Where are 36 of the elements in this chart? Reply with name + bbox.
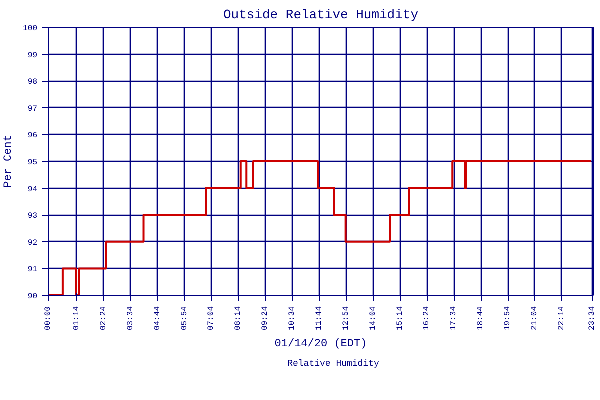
x-tick-label: 01:14 — [72, 306, 82, 331]
y-tick-label: 99 — [28, 51, 38, 60]
y-tick-label: 92 — [28, 238, 38, 248]
x-tick-label: 08:14 — [234, 306, 244, 331]
y-tick-label: 94 — [28, 185, 38, 194]
y-tick-label: 93 — [28, 212, 38, 222]
y-tick-label: 95 — [28, 158, 38, 168]
x-tick-label: 16:24 — [422, 306, 432, 331]
x-tick-label: 02:24 — [99, 306, 108, 331]
x-tick-label: 04:44 — [153, 306, 162, 331]
y-tick-label: 100 — [23, 24, 38, 34]
x-tick-label: 14:04 — [368, 306, 378, 331]
y-tick-label: 90 — [28, 292, 38, 302]
x-tick-label: 17:34 — [450, 306, 459, 331]
x-tick-label: 22:14 — [557, 306, 566, 331]
text: Relative Humidity — [288, 359, 380, 369]
x-tick-label: 00:00 — [44, 306, 53, 331]
x-tick-label: 03:34 — [126, 306, 136, 331]
x-tick-label: 19:54 — [504, 306, 513, 331]
y-tick-label: 97 — [28, 104, 38, 114]
x-tick-label: 12:54 — [342, 306, 351, 331]
chart-title: Outside Relative Humidity — [223, 8, 419, 22]
x-tick-label: 10:34 — [288, 306, 298, 331]
x-tick-label: 15:14 — [396, 306, 405, 331]
y-tick-label: 91 — [28, 266, 38, 275]
x-tick-label: 09:24 — [261, 306, 270, 331]
x-tick-label: 07:04 — [207, 306, 216, 331]
x-tick-label: 11:44 — [314, 306, 324, 331]
y-axis-title: Per Cent — [3, 135, 16, 188]
y-tick-label: 96 — [28, 132, 38, 141]
x-tick-label: 18:44 — [476, 306, 486, 331]
x-tick-label: 21:04 — [530, 306, 540, 331]
y-tick-label: 98 — [28, 78, 38, 88]
x-tick-label: 05:54 — [180, 306, 190, 331]
x-axis-title: 01/14/20 (EDT) — [274, 338, 368, 351]
x-tick-label: 23:34 — [588, 306, 598, 331]
